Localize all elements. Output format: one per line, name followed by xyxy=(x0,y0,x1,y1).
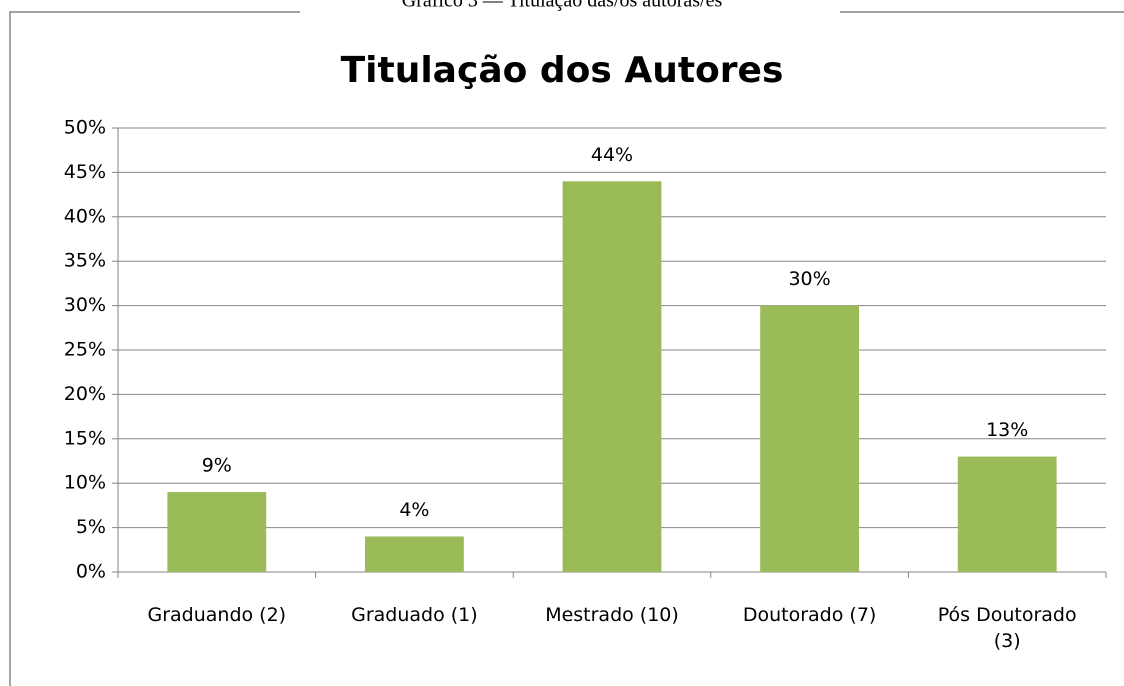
bar xyxy=(562,181,662,572)
y-tick-label: 10% xyxy=(64,472,106,494)
data-label: 44% xyxy=(591,144,633,166)
y-tick-label: 40% xyxy=(64,205,106,227)
y-tick-label: 30% xyxy=(64,294,106,316)
x-tick-label: Doutorado (7) xyxy=(742,604,877,626)
x-tick-label: Graduado (1) xyxy=(351,604,478,626)
data-label: 4% xyxy=(399,499,429,521)
caption: Gráfico 3 — Titulação das/os autoras/es xyxy=(402,0,723,12)
y-tick-label: 5% xyxy=(76,516,106,538)
y-tick-label: 45% xyxy=(64,161,106,183)
y-tick-label: 15% xyxy=(64,427,106,449)
data-label: 9% xyxy=(202,455,232,477)
bar xyxy=(167,492,267,572)
y-tick-label: 35% xyxy=(64,250,106,272)
bar xyxy=(365,536,464,572)
y-tick-label: 25% xyxy=(64,339,106,361)
x-tick-label: Mestrado (10) xyxy=(545,604,679,626)
x-tick-label: Pós Doutorado (3) xyxy=(937,604,1077,652)
chart-title: Titulação dos Autores xyxy=(341,50,784,91)
caption-backdrop xyxy=(300,0,840,14)
y-tick-label: 20% xyxy=(64,383,106,405)
bar xyxy=(760,305,859,572)
y-tick-label: 0% xyxy=(76,561,106,583)
data-label: 13% xyxy=(986,419,1028,441)
bar xyxy=(957,456,1057,572)
y-tick-label: 50% xyxy=(64,117,106,139)
x-tick-label: Graduando (2) xyxy=(147,604,287,626)
data-label: 30% xyxy=(788,268,830,290)
